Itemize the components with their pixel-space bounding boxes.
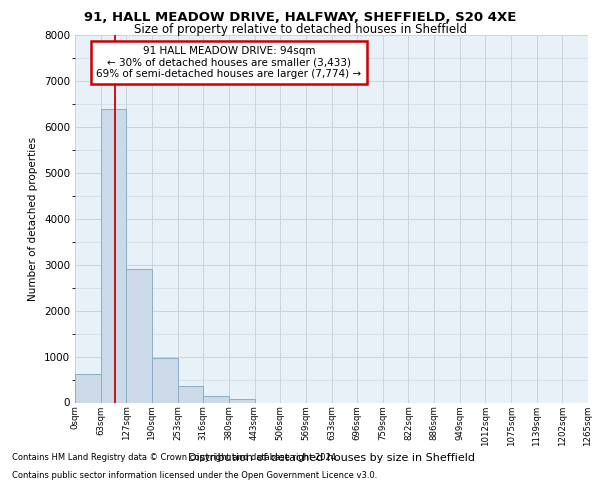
Bar	[152, 358, 178, 403]
Bar	[203, 396, 229, 402]
Text: Contains HM Land Registry data © Crown copyright and database right 2024.: Contains HM Land Registry data © Crown c…	[12, 452, 338, 462]
Text: 91, HALL MEADOW DRIVE, HALFWAY, SHEFFIELD, S20 4XE: 91, HALL MEADOW DRIVE, HALFWAY, SHEFFIEL…	[84, 11, 516, 24]
Text: Contains public sector information licensed under the Open Government Licence v3: Contains public sector information licen…	[12, 471, 377, 480]
Bar	[101, 110, 127, 403]
Bar	[178, 386, 203, 402]
Y-axis label: Number of detached properties: Number of detached properties	[28, 136, 38, 301]
Text: Size of property relative to detached houses in Sheffield: Size of property relative to detached ho…	[133, 22, 467, 36]
X-axis label: Distribution of detached houses by size in Sheffield: Distribution of detached houses by size …	[188, 452, 475, 462]
Bar	[127, 270, 152, 402]
Bar	[229, 400, 254, 402]
Bar	[75, 374, 101, 402]
Text: 91 HALL MEADOW DRIVE: 94sqm
← 30% of detached houses are smaller (3,433)
69% of : 91 HALL MEADOW DRIVE: 94sqm ← 30% of det…	[97, 46, 361, 79]
